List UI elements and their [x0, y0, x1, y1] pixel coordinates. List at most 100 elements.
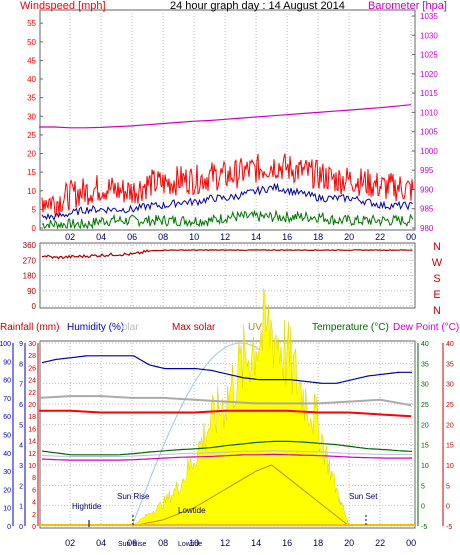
- lowtide-annotation: Lowtide: [178, 506, 206, 515]
- solar-axis-tick: 14: [28, 439, 36, 446]
- humidity-axis-tick: 70: [3, 396, 11, 403]
- rainfall-label: Rainfall (mm): [0, 322, 59, 333]
- sensor-x-tick: 06: [127, 538, 137, 548]
- rainfall-axis-tick: 8: [19, 361, 23, 368]
- wind-x-tick: 12: [220, 232, 230, 242]
- wind-y-tick: 55: [27, 19, 36, 28]
- rainfall-axis-tick: 1: [19, 504, 23, 511]
- sensor-x-tick: 00: [406, 538, 416, 548]
- uv-line: [132, 464, 350, 527]
- wind-x-tick: 20: [344, 232, 354, 242]
- wind-x-tick: 04: [96, 232, 106, 242]
- wind-y-tick: 5: [32, 205, 37, 214]
- solar-axis-tick: 28: [28, 353, 36, 360]
- solar-axis-tick: 6: [32, 487, 36, 494]
- wind-y-tick: 15: [27, 168, 36, 177]
- baro-y-tick: 1010: [420, 108, 438, 117]
- compass-letter: E: [433, 289, 440, 301]
- sensor-x-tick: 16: [282, 538, 292, 548]
- compass-letter: N: [433, 241, 441, 253]
- rainfall-axis-tick: 2: [19, 483, 23, 490]
- wind-y-tick: 35: [27, 94, 36, 103]
- wind-panel-grid: [69, 10, 412, 228]
- baro-y-tick: 980: [420, 224, 434, 233]
- temperature-axis-tick: 40: [421, 341, 429, 348]
- grey-trace-line: [39, 395, 412, 407]
- direction-grid: [40, 244, 415, 307]
- humidity-axis-tick: 30: [3, 469, 11, 476]
- wind-x-tick: 02: [65, 232, 75, 242]
- sensor-panel: 1009080706050403020100987654321030282624…: [0, 288, 459, 548]
- rainfall-axis-tick: 7: [19, 382, 23, 389]
- humidity-axis-tick: 80: [3, 378, 11, 385]
- solar-axis-tick: 30: [28, 341, 36, 348]
- solar-radiation-area: [131, 288, 350, 527]
- solar-label: olar: [122, 322, 139, 333]
- solar-axis-tick: 8: [32, 475, 36, 482]
- wind-x-tick: 06: [127, 232, 137, 242]
- sensor-series: [39, 288, 415, 527]
- temperature-axis-tick: 30: [421, 382, 429, 389]
- baro-y-tick: 995: [420, 166, 434, 175]
- wind-title: Windspeed [mph]: [20, 0, 106, 12]
- barometer-line: [39, 104, 412, 129]
- baro-y-tick: 1000: [420, 147, 438, 156]
- humidity-axis-tick: 50: [3, 433, 11, 440]
- temperature-axis-tick: 10: [421, 463, 429, 470]
- max-solar-line: [39, 409, 412, 418]
- wind-gust-line: [41, 153, 414, 217]
- dew-point-line: [41, 453, 412, 461]
- lowtide-time-label: Lowtide: [178, 541, 202, 548]
- wind-average-line: [41, 182, 413, 222]
- direction-y-tick: 360: [23, 241, 37, 250]
- sensor-x-tick: 14: [251, 538, 261, 548]
- temperature-axis-tick: 15: [421, 443, 429, 450]
- dew-point-axis-tick: 40: [446, 341, 454, 348]
- dew-point-axis-tick: 20: [446, 422, 454, 429]
- wind-y-tick: 45: [27, 56, 36, 65]
- direction-y-tick: 0: [32, 302, 37, 311]
- sensor-x-tick: 10: [189, 538, 199, 548]
- sensor-x-tick: 08: [158, 538, 168, 548]
- solar-axis-tick: 2: [32, 512, 36, 519]
- temperature-axis-tick: 35: [421, 361, 429, 368]
- chart-title: 24 hour graph day : 14 August 2014: [170, 0, 345, 12]
- baro-y-tick: 1005: [420, 128, 438, 137]
- solar-axis-tick: 12: [28, 451, 36, 458]
- rainfall-axis-tick: 6: [19, 402, 23, 409]
- temperature-axis-tick: 20: [421, 422, 429, 429]
- dew-point-axis-tick: 0: [446, 504, 450, 511]
- sensor-x-axis: 02 04 06 08 10 12 14 16 18 20 22 00: [65, 538, 416, 548]
- humidity-axis-tick: 20: [3, 487, 11, 494]
- temperature-axis-tick: 5: [421, 483, 425, 490]
- solar-axis-tick: 24: [28, 378, 36, 385]
- compass-letter: N: [433, 305, 441, 317]
- sensor-x-tick: 12: [220, 538, 230, 548]
- wind-x-axis: 02 04 06 08 10 12 14 16 18 20 22 00: [65, 232, 416, 242]
- solar-axis-tick: 16: [28, 426, 36, 433]
- solar-axis-tick: 22: [28, 390, 36, 397]
- sensor-x-tick: 22: [375, 538, 385, 548]
- dew-point-label: Dew Point (°C): [393, 322, 459, 333]
- dew-point-shadow-line: [41, 450, 412, 457]
- direction-series: [41, 249, 413, 260]
- dew-point-axis-tick: 35: [446, 361, 454, 368]
- baro-y-tick: 1025: [420, 51, 438, 60]
- temperature-label: Temperature (°C): [312, 322, 389, 333]
- humidity-axis-tick: 100: [0, 341, 11, 348]
- humidity-label: Humidity (%): [67, 322, 124, 333]
- baro-y-tick: 990: [420, 185, 434, 194]
- wind-x-tick: 18: [313, 232, 323, 242]
- wind-x-tick: 08: [158, 232, 168, 242]
- direction-line: [41, 249, 413, 260]
- dew-point-axis-tick: 30: [446, 382, 454, 389]
- wind-x-tick: 10: [189, 232, 199, 242]
- rainfall-axis-tick: 5: [19, 422, 23, 429]
- humidity-axis-tick: 90: [3, 359, 11, 366]
- direction-y-tick: 270: [23, 256, 37, 265]
- sunrise-annotation: Sun Rise: [117, 492, 150, 501]
